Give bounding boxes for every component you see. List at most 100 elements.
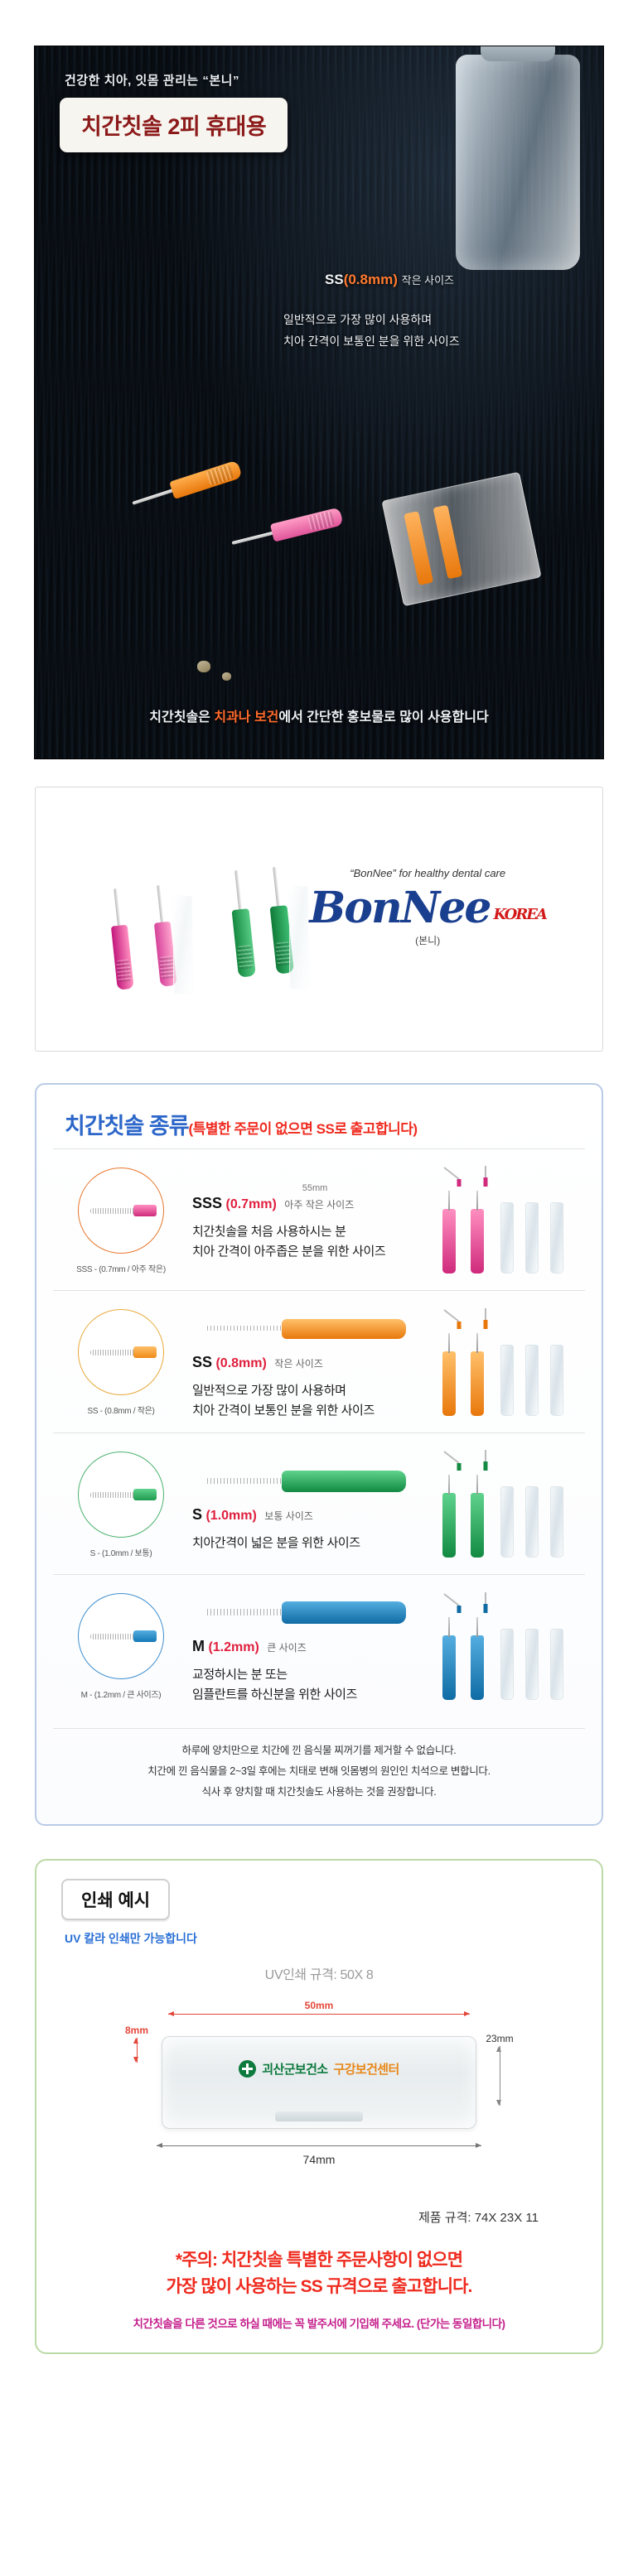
- mini-tube: [525, 1628, 539, 1700]
- angled-brush-icon: [442, 1592, 467, 1614]
- angled-brush-svg: [483, 1307, 488, 1329]
- brush-photo-large: [192, 1458, 437, 1505]
- type-text: S (1.0mm) 보통 사이즈 치아간격이 넓은 분을 위한 사이즈: [184, 1457, 437, 1553]
- brush-handle: [133, 1630, 157, 1642]
- uv-print-spec-label: UV인쇄 규격: 50X 8: [264, 1968, 374, 1982]
- type-detail-circle: M - (1.2mm / 큰 사이즈): [58, 1593, 184, 1700]
- types-title: 치간칫솔 종류(특별한 주문이 없으면 SS로 출고합니다): [65, 1108, 585, 1140]
- case-print-text-1: 괴산군보건소: [262, 2063, 328, 2077]
- type-mm: (0.8mm): [215, 1356, 267, 1370]
- type-mm: (1.2mm): [208, 1640, 259, 1654]
- case-diagram: 50mm 8mm 23mm 괴산군보건소 구강보건센터 74mm: [104, 1991, 534, 2207]
- mini-tube: [550, 1486, 563, 1558]
- type-size-note: 보통 사이즈: [264, 1509, 313, 1522]
- brush-photo-large: [192, 1306, 437, 1352]
- hero-size-code: SS: [325, 272, 344, 287]
- mini-tube: [525, 1486, 539, 1558]
- mini-brush: [471, 1475, 484, 1558]
- health-cross-icon: [239, 2060, 257, 2078]
- type-detail-circle: S - (1.0mm / 보통): [58, 1451, 184, 1558]
- sub-warning-notice: 치간칫솔을 다른 것으로 하실 때에는 꼭 발주서에 기입해 주세요. (단가는…: [133, 2318, 505, 2330]
- brand-word-text: BonNee: [309, 883, 491, 933]
- type-size-line: M (1.2mm) 큰 사이즈: [192, 1638, 437, 1655]
- print-example-title: 인쇄 예시: [61, 1879, 171, 1920]
- carry-case-illustration: 괴산군보건소 구강보건센터: [162, 2036, 476, 2129]
- brand-korea-text: KOREA: [493, 906, 548, 923]
- lineup-clear-cap: [173, 895, 193, 994]
- dimension-bottom: 74mm: [157, 2142, 481, 2166]
- dimension-left-line: [133, 2038, 138, 2063]
- brush-wire: [90, 1491, 137, 1498]
- mini-tube: [525, 1202, 539, 1274]
- type-detail-circle: SS - (0.8mm / 작은): [58, 1309, 184, 1416]
- angled-brush-icon: [474, 1450, 499, 1471]
- product-spec-line: 제품 규격: 74X 23X 11: [418, 2211, 539, 2225]
- mini-brush: [442, 1191, 456, 1274]
- mini-brush: [471, 1191, 484, 1274]
- brush-closeup-icon: [78, 1167, 164, 1254]
- dimension-left-value: 8mm: [124, 2025, 148, 2036]
- mini-tube: [550, 1344, 563, 1416]
- brush-handle: [133, 1204, 157, 1216]
- dimension-right-value: 23mm: [486, 2033, 514, 2044]
- type-photo-group: [437, 1447, 580, 1562]
- warning-line-2: 가장 많이 사용하는 SS 규격으로 출고합니다.: [166, 2276, 473, 2296]
- hero-banner: 건강한 치아, 잇몸 관리는 “본니” 치간칫솔 2피 휴대용 SS(0.8mm…: [35, 46, 603, 758]
- type-mm: (0.7mm): [225, 1197, 277, 1211]
- mini-brush: [442, 1475, 456, 1558]
- type-row: SS - (0.8mm / 작은) SS (0.8mm) 작은 사이즈 일반적으…: [53, 1290, 585, 1432]
- type-text: M (1.2mm) 큰 사이즈 교정하시는 분 또는 임플란트를 하신분을 위한…: [184, 1588, 437, 1705]
- brand-kr-name: (본니): [415, 935, 441, 946]
- angled-brush-svg: [483, 1450, 488, 1471]
- dimension-right: 23mm: [476, 2033, 523, 2106]
- hero-desc-line-2: 치아 간격이 보통인 분을 위한 사이즈: [283, 334, 460, 348]
- logo-panel: “BonNee” for healthy dental care BonNee K…: [35, 787, 603, 1052]
- type-caption: M - (1.2mm / 큰 사이즈): [80, 1691, 162, 1700]
- type-desc-1: 일반적으로 가장 많이 사용하며: [192, 1384, 346, 1398]
- warning-line-1: *주의: 치간칫솔 특별한 주문사항이 없으면: [175, 2251, 463, 2270]
- brush-wire: [234, 869, 243, 913]
- type-desc-1: 교정하시는 분 또는: [192, 1668, 288, 1682]
- mini-brush: [442, 1616, 456, 1700]
- type-photo-group: [437, 1305, 580, 1421]
- hero-title-badge: 치간칫솔 2피 휴대용: [60, 98, 288, 152]
- case-print-text-2: 구강보건센터: [333, 2063, 400, 2077]
- angled-brush-icon: [474, 1591, 499, 1614]
- angled-brush-icon: [442, 1166, 467, 1187]
- brush-handle: [110, 924, 134, 990]
- mini-tube: [500, 1344, 514, 1416]
- brush-wire: [114, 888, 121, 929]
- type-photo-group: [437, 1163, 580, 1278]
- angled-brush-svg: [483, 1591, 488, 1613]
- hero-size-mm: (0.8mm): [343, 272, 398, 287]
- angled-brush-icon: [442, 1450, 467, 1471]
- angled-brush-svg: [443, 1308, 462, 1329]
- brush-closeup-icon: [78, 1451, 164, 1538]
- print-example-panel: 인쇄 예시 UV 칼라 인쇄만 가능합니다 UV인쇄 규격: 50X 8 50m…: [35, 1859, 603, 2354]
- decor-bit: [222, 672, 231, 681]
- type-row: S - (1.0mm / 보통) S (1.0mm) 보통 사이즈 치아간격이 …: [53, 1432, 585, 1574]
- mini-tube: [500, 1628, 514, 1700]
- mini-tube: [550, 1628, 563, 1700]
- dimension-left: 8mm: [114, 2025, 160, 2063]
- dimension-top-value: 50mm: [300, 2000, 338, 2011]
- brush-wire: [231, 530, 276, 545]
- brush-wire: [157, 884, 164, 926]
- angled-brush-svg: [443, 1451, 462, 1471]
- length-ruler: 55mm: [192, 1180, 437, 1195]
- hero-footer-note: 치간칫솔은 치과나 보건에서 간단한 홍보물로 많이 사용합니다: [35, 705, 603, 725]
- mini-tube: [500, 1486, 514, 1558]
- brush-closeup-icon: [78, 1309, 164, 1395]
- type-photo-group: [437, 1589, 580, 1705]
- mini-tube: [550, 1202, 563, 1274]
- brush-wire: [90, 1350, 137, 1355]
- type-size-note: 큰 사이즈: [267, 1642, 307, 1654]
- dimension-bottom-value: 74mm: [302, 2153, 336, 2166]
- hero-foot-suffix: 에서 간단한 홍보물로 많이 사용합니다: [278, 710, 489, 725]
- warning-notice: *주의: 치간칫솔 특별한 주문사항이 없으면 가장 많이 사용하는 SS 규격…: [53, 2247, 585, 2299]
- type-desc-1: 치아간격이 넓은 분을 위한 사이즈: [192, 1535, 360, 1550]
- angled-brush-svg: [483, 1166, 488, 1187]
- type-desc-2: 치아 간격이 아주좁은 분을 위한 사이즈: [192, 1244, 386, 1259]
- angled-brush-icon: [474, 1166, 499, 1187]
- type-row: SSS - (0.7mm / 아주 작은) 55mm SSS (0.7mm) 아…: [53, 1148, 585, 1290]
